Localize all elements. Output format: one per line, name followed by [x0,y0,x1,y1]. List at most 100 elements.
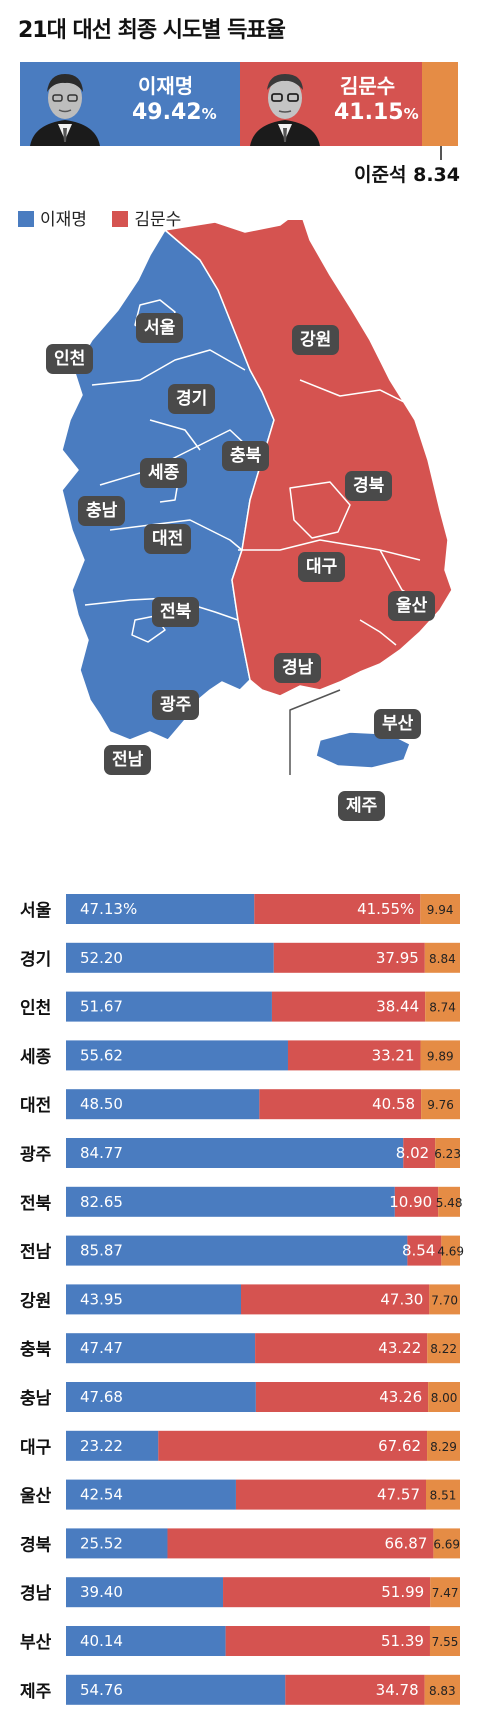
value-label-lee: 52.20 [80,949,123,967]
value-label-lee-junseok: 6.69 [433,1537,460,1551]
value-label-lee-junseok: 8.51 [430,1489,457,1503]
bar-row: 광주 84.77 8.02 6.23 [20,1138,461,1168]
value-label-kim: 51.99 [381,1583,424,1601]
bar-segment-lee-junseok [428,1382,460,1412]
bar-segment-lee [66,1626,226,1656]
value-label-lee-junseok: 9.89 [427,1049,454,1063]
value-label-kim: 8.54 [402,1242,435,1260]
third-candidate-name: 이준석 [354,164,407,186]
legend-item-kim: 김문수 [112,210,181,230]
bar-segment-lee [66,942,274,973]
bar-segment-kim [285,1674,425,1705]
bar-segment-kim [271,991,426,1022]
bar-segment-lee [66,1479,236,1510]
value-label-lee: 55.62 [80,1046,123,1064]
category-label: 충북 [20,1340,52,1360]
value-label-kim: 38.44 [376,998,419,1016]
category-label: 울산 [20,1487,52,1507]
bar-segment-lee [66,894,255,924]
value-label-lee-junseok: 6.23 [434,1147,461,1161]
category-label: 충남 [20,1389,52,1409]
category-label: 전남 [20,1243,52,1263]
value-label-lee-junseok: 8.29 [430,1440,457,1454]
bar-row: 대구 23.22 67.62 8.29 [20,1430,460,1461]
bar-segment-lee-junseok [424,1674,460,1705]
bar-segment-kim [394,1186,439,1217]
bar-segment-kim [403,1138,436,1168]
lee-portrait-image [24,66,106,146]
bar-segment-kim [241,1284,430,1315]
category-label: 세종 [20,1047,52,1067]
category-label: 경북 [20,1535,52,1555]
value-label-kim: 43.22 [378,1339,421,1357]
map-label-gwangju: 광주 [152,690,200,720]
bar-segment-kim [254,894,421,924]
legend-label-lee: 이재명 [40,210,87,230]
bar-segment-lee [66,1382,256,1412]
bar-segment-lee [66,1528,168,1559]
korea-map [61,220,453,775]
value-label-lee: 42.54 [80,1486,123,1504]
value-label-lee-junseok: 7.47 [432,1586,459,1600]
value-label-lee: 54.76 [80,1681,123,1699]
map-legend: 이재명 김문수 [18,205,201,230]
map-label-ulsan: 울산 [388,591,436,621]
bar-segment-lee [66,1333,256,1364]
map-label-chungnam: 충남 [78,496,126,526]
value-label-lee: 84.77 [80,1144,123,1162]
bar-row: 충북 47.47 43.22 8.22 [20,1333,460,1364]
lee-national-share: 49.42% [132,100,217,125]
value-label-lee-junseok: 4.69 [437,1245,464,1259]
legend-swatch-red [112,211,129,227]
value-label-lee: 47.47 [80,1339,123,1357]
bar-segment-lee [66,1235,408,1266]
legend-label-kim: 김문수 [134,210,182,230]
category-label: 제주 [20,1682,52,1702]
value-label-kim: 10.90 [389,1193,432,1211]
value-label-kim: 34.78 [376,1681,419,1699]
value-label-lee: 48.50 [80,1095,123,1113]
bar-segment-kim [158,1430,428,1461]
category-label: 서울 [20,901,52,921]
bar-segment-lee [66,1040,288,1071]
value-label-kim: 67.62 [378,1437,421,1455]
legend-swatch-blue [18,211,34,227]
value-label-lee: 47.13% [80,900,137,918]
map-label-sejong: 세종 [140,458,188,488]
value-label-lee-junseok: 8.22 [430,1342,457,1356]
candidate-card-lee: 이재명 49.42% [20,62,240,146]
map-label-incheon: 인천 [46,344,94,374]
value-label-kim: 33.21 [372,1046,415,1064]
category-label: 대구 [20,1438,52,1458]
value-label-lee: 51.67 [80,998,123,1016]
lee-name: 이재명 [138,74,194,98]
category-label: 강원 [20,1291,51,1311]
value-label-kim: 8.02 [396,1144,429,1162]
value-label-kim: 51.39 [381,1632,424,1650]
value-label-kim: 37.95 [376,949,419,967]
bar-segment-lee [66,1430,159,1461]
value-label-lee: 25.52 [80,1534,123,1552]
value-label-lee-junseok: 8.00 [431,1391,458,1405]
value-label-lee-junseok: 9.76 [427,1098,454,1112]
candidate-card-lee-junseok [422,62,458,146]
value-label-kim: 41.55% [357,900,414,918]
bar-segment-lee [66,1186,395,1217]
category-label: 경기 [20,950,51,970]
bar-row: 경기 52.20 37.95 8.84 [20,942,460,973]
bar-segment-kim [235,1479,427,1510]
value-label-lee: 39.40 [80,1583,123,1601]
value-label-lee: 23.22 [80,1437,123,1455]
bar-row: 전남 85.87 8.54 4.69 [20,1235,464,1266]
value-label-lee: 85.87 [80,1242,123,1260]
map-label-gyeongbuk: 경북 [345,471,393,501]
map-label-gyeongnam: 경남 [274,653,322,683]
value-label-lee: 40.14 [80,1632,123,1650]
bar-segment-lee-junseok [435,1138,460,1168]
map-label-busan: 부산 [374,709,422,739]
bar-segment-lee-junseok [425,991,460,1022]
bar-segment-kim [225,1626,430,1656]
stacked-bar-chart: 서울 47.13% 41.55% 9.94 경기 52.20 37.95 8.84 인천 51.6… [20,894,464,1705]
bar-segment-kim [255,1333,428,1364]
category-label: 광주 [20,1145,52,1165]
